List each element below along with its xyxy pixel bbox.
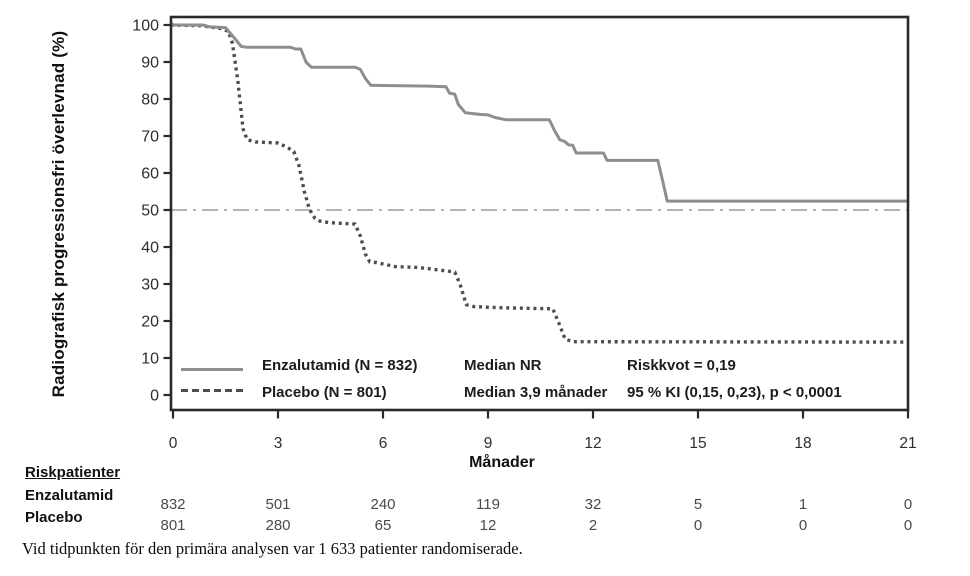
- legend-stat-hazard-ratio: Riskkvot = 0,19: [627, 357, 736, 374]
- risk-count: 12: [479, 517, 497, 534]
- risk-count: 501: [265, 496, 291, 513]
- y-tick-label: 0: [150, 388, 159, 405]
- x-tick-label: 18: [794, 435, 811, 452]
- x-tick-label: 15: [689, 435, 706, 452]
- risk-count: 2: [588, 517, 598, 534]
- risk-count: 801: [160, 517, 186, 534]
- risk-count: 280: [265, 517, 291, 534]
- y-tick-label: 20: [141, 314, 159, 331]
- y-tick-label: 70: [141, 129, 159, 146]
- legend-stat-confidence-interval: 95 % KI (0,15, 0,23), p < 0,0001: [627, 384, 842, 401]
- risk-count: 32: [584, 496, 602, 513]
- risk-row-label-placebo: Placebo: [25, 509, 83, 526]
- y-tick-label: 40: [141, 240, 159, 257]
- y-tick-label: 90: [141, 55, 159, 72]
- risk-count: 832: [160, 496, 186, 513]
- legend-label-enzalutamid: Enzalutamid (N = 832): [262, 357, 418, 374]
- legend-label-placebo: Placebo (N = 801): [262, 384, 387, 401]
- risk-count: 5: [693, 496, 703, 513]
- x-tick-label: 21: [899, 435, 916, 452]
- kaplan-meier-chart: 0 10 20 30 40 50 60 70 80 90 100 0 3 6 9 12 15 18 21: [132, 15, 917, 452]
- x-tick-label: 3: [274, 435, 283, 452]
- risk-count: 0: [693, 517, 703, 534]
- x-axis-ticks: 0 3 6 9 12 15 18 21: [169, 410, 917, 452]
- risk-table-title: Riskpatienter: [25, 464, 121, 481]
- risk-count: 0: [903, 517, 913, 534]
- x-tick-label: 12: [584, 435, 601, 452]
- footnote: Vid tidpunkten för den primära analysen …: [22, 539, 523, 558]
- y-tick-label: 10: [141, 351, 159, 368]
- risk-count: 119: [476, 496, 500, 513]
- y-tick-label: 30: [141, 277, 159, 294]
- placebo-line-sample: [181, 389, 243, 392]
- y-tick-label: 60: [141, 166, 159, 183]
- x-axis-title: Månader: [469, 454, 535, 471]
- y-axis-ticks: 0 10 20 30 40 50 60 70 80 90 100: [132, 18, 171, 405]
- legend-median-placebo: Median 3,9 månader: [464, 384, 608, 401]
- risk-count: 1: [798, 496, 808, 513]
- enzalutamid-line-sample: [181, 368, 243, 371]
- x-tick-label: 9: [484, 435, 493, 452]
- legend-median-enzalutamid: Median NR: [464, 357, 542, 374]
- risk-count: 0: [798, 517, 808, 534]
- y-axis-label: Radiografisk progressionsfri överlevnad …: [49, 30, 68, 398]
- y-tick-label: 80: [141, 92, 159, 109]
- risk-count: 240: [370, 496, 396, 513]
- y-tick-label: 50: [141, 203, 159, 220]
- placebo-curve: [171, 23, 909, 344]
- enzalutamid-curve: [171, 23, 908, 203]
- risk-count: 65: [374, 517, 392, 534]
- x-tick-label: 0: [169, 435, 178, 452]
- axis-box: [169, 15, 910, 412]
- x-tick-label: 6: [379, 435, 388, 452]
- y-tick-label: 100: [132, 18, 159, 35]
- risk-row-label-enzalutamid: Enzalutamid: [25, 487, 114, 504]
- risk-count: 0: [903, 496, 913, 513]
